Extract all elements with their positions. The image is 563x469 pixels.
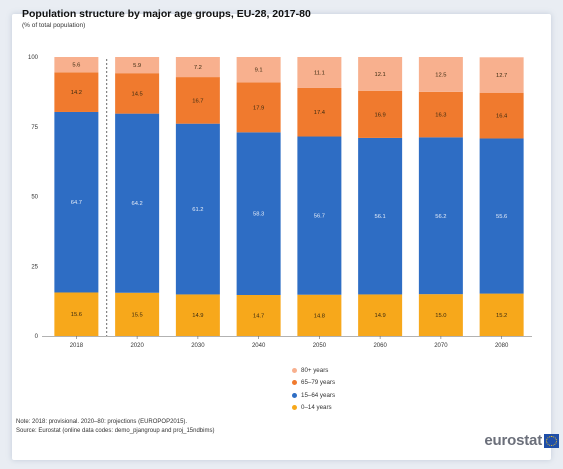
x-tick-label: 2080 — [495, 343, 509, 349]
y-tick-label: 50 — [31, 195, 38, 201]
data-label: 61.2 — [192, 207, 203, 213]
data-label: 14.9 — [374, 313, 385, 319]
y-tick-label: 100 — [28, 55, 39, 61]
chart-subtitle: (% of total population) — [22, 22, 86, 29]
logo-text: eurostat — [484, 432, 542, 449]
legend-swatch — [292, 405, 297, 411]
eurostat-logo: eurostat — [484, 432, 559, 449]
bar-segment — [115, 113, 160, 293]
data-label: 7.2 — [194, 65, 202, 71]
legend-item: 65–79 years — [292, 377, 335, 390]
x-tick-label: 2030 — [191, 343, 205, 349]
bar-segment — [54, 57, 99, 73]
note-text: Note: 2018: provisional. 2020–80: projec… — [16, 419, 188, 425]
bar-segment — [175, 57, 220, 78]
data-label: 64.2 — [131, 201, 142, 207]
data-label: 16.3 — [435, 113, 446, 119]
bar-segment — [358, 57, 403, 91]
bar-segment — [54, 72, 99, 112]
bar-segment — [115, 57, 160, 74]
data-label: 16.7 — [192, 98, 203, 104]
bar-segment — [358, 90, 403, 138]
bar-segment — [175, 294, 220, 336]
bar-segment — [358, 137, 403, 295]
data-label: 15.0 — [435, 313, 446, 319]
data-label: 15.5 — [131, 312, 142, 318]
y-tick-label: 75 — [31, 125, 38, 131]
bar-segment — [236, 132, 281, 295]
legend-swatch — [292, 392, 297, 398]
data-label: 9.1 — [255, 68, 263, 74]
data-label: 12.7 — [496, 73, 507, 79]
data-label: 12.1 — [374, 72, 385, 78]
bar-segment — [297, 87, 342, 137]
data-label: 5.6 — [72, 63, 80, 69]
source-text: Source: Eurostat (online data codes: dem… — [16, 428, 215, 434]
eu-flag-icon — [544, 433, 559, 448]
data-label: 56.1 — [374, 214, 385, 220]
bar-segment — [236, 82, 281, 133]
legend-label: 15–64 years — [301, 391, 336, 399]
bar-segment — [418, 137, 463, 295]
data-label: 56.7 — [314, 214, 325, 220]
data-label: 14.5 — [131, 91, 142, 97]
data-label: 14.8 — [314, 313, 325, 319]
bar-segment — [236, 57, 281, 83]
data-label: 14.9 — [192, 313, 203, 319]
chart-title: Population structure by major age groups… — [22, 8, 311, 20]
bar-segment — [418, 294, 463, 336]
bar-segment — [175, 123, 220, 295]
legend-label: 65–79 years — [301, 379, 336, 387]
legend-swatch — [292, 367, 297, 373]
bar-segment — [115, 73, 160, 114]
chart-legend: 80+ years 65–79 years 15–64 years 0–14 year… — [292, 364, 335, 414]
data-label: 14.7 — [253, 313, 264, 319]
data-label: 16.9 — [374, 112, 385, 118]
bar-segment — [479, 138, 524, 294]
data-label: 56.2 — [435, 214, 446, 220]
bar-segment — [418, 91, 463, 138]
legend-swatch — [292, 380, 297, 386]
bar-segment — [418, 57, 463, 92]
data-label: 15.2 — [496, 313, 507, 319]
legend-label: 0–14 years — [301, 404, 332, 412]
y-tick-label: 0 — [35, 334, 39, 340]
bar-segment — [479, 92, 524, 139]
data-label: 17.4 — [314, 110, 326, 116]
data-label: 5.9 — [133, 63, 141, 69]
data-label: 17.9 — [253, 105, 264, 111]
data-label: 11.1 — [314, 70, 325, 76]
data-label: 58.3 — [253, 212, 264, 218]
bar-segment — [479, 293, 524, 336]
data-label: 16.4 — [496, 114, 508, 120]
legend-item: 80+ years — [292, 364, 335, 377]
data-label: 15.6 — [71, 312, 82, 318]
y-tick-label: 25 — [31, 264, 38, 270]
data-label: 55.6 — [496, 214, 507, 220]
legend-label: 80+ years — [301, 366, 329, 374]
x-tick-label: 2060 — [373, 343, 387, 349]
legend-item: 15–64 years — [292, 389, 335, 402]
bar-segment — [297, 294, 342, 336]
bar-segment — [479, 57, 524, 93]
bar-segment — [236, 294, 281, 336]
x-tick-label: 2040 — [252, 343, 266, 349]
chart-footnote: Note: 2018: provisional. 2020–80: projec… — [16, 418, 214, 436]
data-label: 14.2 — [71, 90, 82, 96]
x-tick-label: 2050 — [313, 343, 327, 349]
bar-segment — [175, 77, 220, 124]
bar-segment — [54, 292, 99, 336]
data-label: 64.7 — [71, 200, 82, 206]
bar-segment — [115, 292, 160, 336]
x-tick-label: 2018 — [70, 343, 84, 349]
x-tick-label: 2070 — [434, 343, 448, 349]
bar-segment — [297, 57, 342, 88]
bar-segment — [54, 111, 99, 293]
bar-segment — [297, 136, 342, 295]
x-tick-label: 2020 — [130, 343, 144, 349]
legend-item: 0–14 years — [292, 402, 335, 415]
bar-segment — [358, 294, 403, 336]
data-label: 12.5 — [435, 72, 446, 78]
